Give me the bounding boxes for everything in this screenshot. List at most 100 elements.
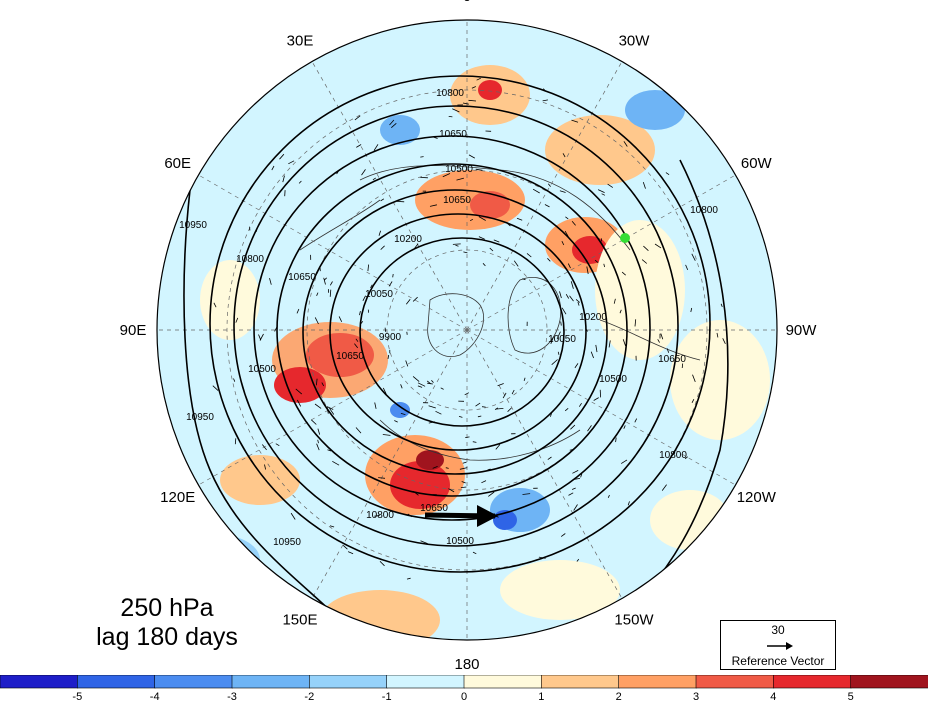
- colorbar-tick-label: -3: [227, 691, 237, 702]
- wind-vector: [271, 165, 275, 171]
- wind-vector: [472, 551, 477, 555]
- reference-arrow-icon: [767, 642, 793, 650]
- wind-vector: [585, 328, 588, 332]
- wind-vector: [551, 359, 558, 366]
- wind-vector: [493, 239, 500, 243]
- wind-vector: [298, 180, 302, 184]
- wind-vector: [564, 230, 569, 238]
- colorbar-segment: [695, 675, 775, 689]
- wind-vector: [570, 281, 574, 289]
- wind-vector: [440, 387, 444, 390]
- wind-vector: [569, 448, 575, 451]
- wind-vector: [388, 281, 393, 287]
- wind-vector: [400, 413, 406, 415]
- wind-vector: [465, 436, 470, 438]
- wind-vector: [691, 399, 695, 403]
- wind-vector: [233, 378, 236, 382]
- wind-vector: [684, 456, 688, 460]
- wind-vector: [295, 388, 303, 395]
- wind-vector: [576, 558, 580, 562]
- wind-vector: [296, 399, 302, 407]
- reference-vector-box: 30 Reference Vector: [720, 620, 836, 670]
- wind-vector: [481, 480, 487, 484]
- wind-vector: [282, 175, 285, 183]
- wind-vector: [355, 338, 359, 342]
- longitude-label: 60E: [164, 155, 191, 172]
- wind-vector: [405, 298, 411, 305]
- wind-vector: [502, 392, 507, 399]
- wind-vector: [356, 144, 362, 148]
- wind-vector: [417, 382, 426, 387]
- wind-vector: [427, 382, 433, 385]
- colorbar-segment: [77, 675, 156, 689]
- colorbar-tick-label: -2: [304, 691, 314, 702]
- contour-label: 9900: [379, 332, 402, 343]
- wind-vector: [681, 363, 684, 369]
- wind-vector: [641, 259, 648, 264]
- colorbar-segment: [154, 675, 233, 689]
- wind-vector: [487, 468, 491, 471]
- colorbar-segment: [231, 675, 311, 689]
- contour-label: 10650: [288, 272, 316, 283]
- wind-vector: [380, 198, 385, 202]
- wind-vector: [577, 301, 580, 306]
- wind-vector: [290, 512, 296, 520]
- wind-vector: [476, 77, 481, 81]
- wind-vector: [459, 467, 468, 470]
- wind-vector: [571, 487, 576, 490]
- reference-vector-magnitude: 30: [771, 623, 785, 637]
- wind-vector: [412, 296, 418, 302]
- wind-vector: [613, 298, 616, 304]
- wind-vector: [559, 190, 566, 193]
- wind-vector: [580, 473, 583, 478]
- wind-vector: [691, 253, 696, 261]
- reference-vector-label: Reference Vector: [731, 654, 825, 668]
- wind-vector: [464, 392, 469, 396]
- contour-label: 10950: [273, 537, 301, 548]
- wind-vector: [573, 504, 578, 511]
- wind-vector: [593, 397, 599, 401]
- wind-vector: [478, 216, 486, 221]
- colorbar-tick-label: 4: [770, 691, 776, 702]
- wind-vector: [522, 278, 526, 281]
- wind-vector: [571, 221, 576, 226]
- wind-vector: [642, 181, 646, 189]
- wind-vector: [516, 217, 523, 221]
- wind-vector: [420, 540, 428, 544]
- wind-vector: [495, 444, 501, 450]
- meridian-line: [466, 329, 623, 599]
- wind-vector: [361, 169, 366, 176]
- contour-label: 10800: [690, 205, 718, 216]
- longitude-label: 30W: [619, 33, 651, 50]
- wind-vector: [274, 325, 278, 332]
- wind-vector: [432, 466, 438, 469]
- wind-vector: [547, 183, 551, 187]
- wind-vector: [590, 351, 594, 359]
- wind-vector: [212, 385, 219, 391]
- wind-vector: [326, 406, 334, 410]
- wind-vector: [560, 321, 562, 326]
- contour-label: 10500: [248, 364, 276, 375]
- contour-label: 10650: [443, 195, 471, 206]
- wind-vector: [595, 344, 598, 353]
- wind-vector: [317, 439, 319, 444]
- wind-vector: [429, 204, 437, 207]
- wind-vector: [634, 319, 637, 327]
- wind-vector: [556, 331, 561, 340]
- colorbar-tick-label: 3: [693, 691, 699, 702]
- wind-vector: [452, 108, 460, 113]
- wind-vector: [622, 339, 626, 347]
- wind-vector: [461, 481, 466, 484]
- wind-vector: [543, 88, 547, 92]
- wind-vector: [370, 284, 373, 289]
- wind-vector: [354, 343, 359, 349]
- lag-label: lag 180 days: [96, 623, 238, 651]
- wind-vector: [560, 533, 566, 537]
- colorbar-tick-label: 1: [538, 691, 544, 702]
- meridian-line: [466, 329, 736, 486]
- wind-vector: [526, 253, 532, 258]
- wind-vector: [557, 351, 560, 355]
- wind-vector: [550, 336, 554, 344]
- wind-vector: [374, 515, 380, 517]
- wind-vector: [462, 461, 467, 464]
